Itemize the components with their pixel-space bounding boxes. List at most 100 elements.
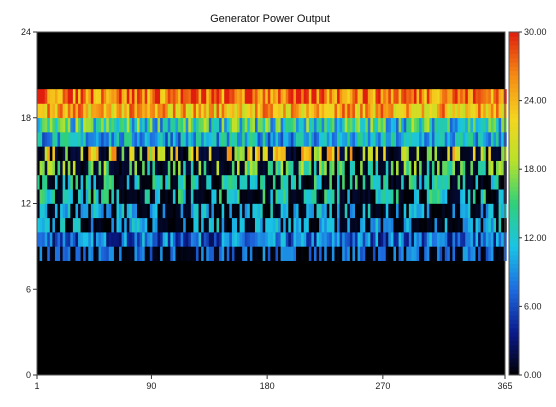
heatmap-cell — [152, 246, 156, 261]
heatmap-cell — [213, 146, 217, 161]
heatmap-cell — [390, 146, 394, 161]
heatmap-cell — [396, 146, 399, 161]
heatmap-cell — [424, 117, 428, 133]
heatmap-cell — [49, 203, 53, 219]
heatmap-cell — [208, 189, 212, 204]
heatmap-cell — [172, 232, 176, 247]
heatmap-cell — [313, 132, 317, 147]
heatmap-cell — [370, 160, 374, 176]
heatmap-cell — [257, 103, 261, 119]
heatmap-cell — [357, 189, 361, 204]
heatmap-cell — [385, 103, 389, 119]
heatmap-cell — [172, 160, 176, 176]
heatmap-cell — [139, 160, 143, 176]
heatmap-cell — [344, 232, 348, 247]
heatmap-cell — [472, 174, 476, 190]
heatmap-cell — [237, 203, 240, 219]
heatmap-cell — [67, 232, 71, 247]
heatmap-cell — [431, 217, 435, 233]
heatmap-cell — [449, 160, 453, 176]
heatmap-cell — [365, 232, 369, 247]
heatmap-cell — [288, 132, 292, 147]
heatmap-cell — [198, 203, 202, 219]
heatmap-cell — [272, 232, 276, 247]
heatmap-cell — [488, 103, 492, 119]
heatmap-cell — [354, 103, 358, 119]
heatmap-cell — [460, 217, 464, 233]
heatmap-cell — [231, 189, 235, 204]
heatmap-cell — [280, 189, 284, 204]
heatmap-cell — [452, 103, 456, 119]
heatmap-cell — [129, 217, 133, 233]
heatmap-cell — [278, 217, 282, 233]
heatmap-cell — [401, 146, 405, 161]
heatmap-cell — [429, 160, 433, 176]
heatmap-cell — [237, 189, 240, 204]
heatmap-cell — [101, 174, 105, 190]
colorbar-segment — [509, 74, 519, 80]
heatmap-cell — [113, 132, 117, 147]
heatmap-cell — [90, 217, 94, 233]
heatmap-cell — [149, 246, 153, 261]
heatmap-cell — [498, 146, 502, 161]
heatmap-cell — [449, 246, 453, 261]
heatmap-cell — [195, 160, 199, 176]
heatmap-cell — [147, 132, 151, 147]
heatmap-cell — [419, 174, 423, 190]
heatmap-cell — [306, 117, 310, 133]
heatmap-cell — [170, 203, 174, 219]
heatmap-cell — [380, 232, 384, 247]
colorbar-segment — [509, 194, 519, 200]
heatmap-cell — [396, 189, 399, 204]
heatmap-cell — [483, 89, 487, 104]
heatmap-cell — [42, 117, 46, 133]
heatmap-cell — [462, 189, 466, 204]
heatmap-cell — [416, 132, 420, 147]
heatmap-cell — [62, 203, 66, 219]
heatmap-cell — [431, 189, 435, 204]
heatmap-cell — [80, 117, 84, 133]
heatmap-cell — [183, 117, 187, 133]
heatmap-cell — [370, 246, 374, 261]
heatmap-cell — [393, 203, 397, 219]
heatmap-cell — [129, 132, 133, 147]
heatmap-cell — [311, 203, 315, 219]
heatmap-cell — [162, 132, 166, 147]
heatmap-cell — [172, 246, 176, 261]
heatmap-cell — [324, 132, 328, 147]
heatmap-cell — [465, 117, 469, 133]
heatmap-cell — [413, 160, 417, 176]
heatmap-cell — [380, 174, 384, 190]
heatmap-cell — [285, 217, 289, 233]
heatmap-cell — [85, 232, 89, 247]
heatmap-cell — [239, 132, 243, 147]
heatmap-cell — [201, 174, 205, 190]
heatmap-cell — [247, 246, 251, 261]
heatmap-cell — [224, 89, 228, 104]
heatmap-cell — [265, 160, 269, 176]
heatmap-cell — [342, 174, 346, 190]
heatmap-cell — [321, 217, 325, 233]
colorbar-segment — [509, 49, 519, 54]
heatmap-cell — [290, 189, 294, 204]
heatmap-cell — [326, 146, 330, 161]
heatmap-cell — [147, 232, 151, 247]
heatmap-cell — [39, 189, 43, 204]
heatmap-cell — [401, 103, 405, 119]
heatmap-cell — [126, 189, 130, 204]
heatmap-cell — [337, 246, 340, 261]
heatmap-cell — [372, 174, 376, 190]
heatmap-cell — [206, 232, 210, 247]
heatmap-cell — [403, 217, 407, 233]
heatmap-cell — [188, 246, 192, 261]
heatmap-cell — [157, 246, 161, 261]
heatmap-cell — [37, 89, 40, 104]
heatmap-cell — [129, 246, 133, 261]
heatmap-cell — [172, 117, 176, 133]
heatmap-cell — [262, 246, 266, 261]
heatmap-cell — [49, 132, 53, 147]
colorbar-segment — [509, 216, 519, 222]
heatmap-cell — [270, 217, 274, 233]
heatmap-cell — [231, 132, 235, 147]
